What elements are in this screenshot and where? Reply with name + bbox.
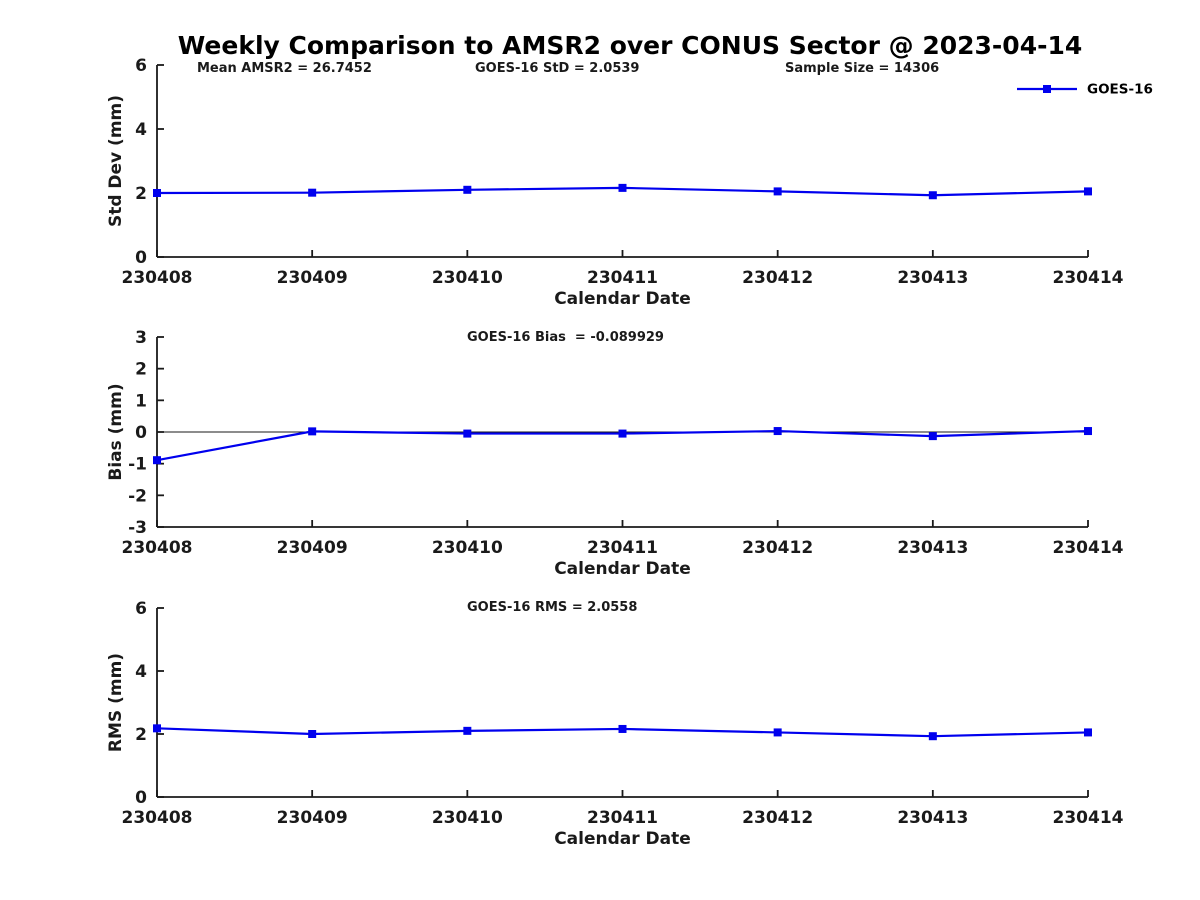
- bias-subplot: -3 -2 -1 0 1 2 3 230408 230409 230410 230411 230412…: [106, 328, 1124, 579]
- y-tick-label: 2: [135, 184, 147, 204]
- figure-title: Weekly Comparison to AMSR2 over CONUS Se…: [177, 31, 1083, 60]
- legend-label: GOES-16: [1087, 82, 1153, 98]
- x-tick-label: 230412: [742, 808, 813, 828]
- x-tick-label: 230410: [432, 268, 503, 288]
- legend: GOES-16: [1017, 82, 1153, 98]
- x-tick-label: 230411: [587, 538, 658, 558]
- y-tick-label: 2: [135, 360, 147, 380]
- data-point-marker: [308, 188, 317, 197]
- y-tick-label: 2: [135, 725, 147, 745]
- annotation: GOES-16 RMS = 2.0558: [467, 600, 637, 615]
- x-tick-label: 230408: [122, 538, 193, 558]
- x-tick-label: 230411: [587, 808, 658, 828]
- annotation: GOES-16 Bias = -0.089929: [467, 330, 664, 345]
- legend-marker-sample: [1043, 85, 1051, 93]
- data-point-marker: [463, 726, 472, 735]
- annotation: Sample Size = 14306: [785, 61, 939, 76]
- y-tick-label: 4: [135, 120, 147, 140]
- x-tick-label: 230410: [432, 808, 503, 828]
- data-point-marker: [1084, 728, 1092, 737]
- y-axis-title: Std Dev (mm): [106, 95, 126, 227]
- annotation: Mean AMSR2 = 26.7452: [197, 61, 372, 76]
- annotation: GOES-16 StD = 2.0539: [475, 61, 639, 76]
- data-point-marker: [1084, 427, 1092, 436]
- x-tick-label: 230413: [897, 268, 968, 288]
- y-tick-label: 0: [135, 423, 147, 443]
- y-tick-label: 0: [135, 248, 147, 268]
- data-point-marker: [928, 432, 937, 441]
- data-point-marker: [153, 456, 161, 465]
- x-tick-label: 230408: [122, 268, 193, 288]
- y-axis-title: Bias (mm): [106, 383, 126, 480]
- y-tick-label: 6: [135, 599, 147, 619]
- x-tick-label: 230413: [897, 808, 968, 828]
- data-point-marker: [308, 730, 317, 738]
- y-tick-label: 3: [135, 328, 147, 348]
- x-axis-title: Calendar Date: [554, 289, 691, 309]
- x-tick-label: 230414: [1053, 268, 1124, 288]
- y-tick-label: -3: [128, 518, 147, 538]
- x-tick-label: 230408: [122, 808, 193, 828]
- data-point-marker: [308, 427, 317, 436]
- x-tick-label: 230414: [1053, 808, 1124, 828]
- y-tick-label: 1: [135, 391, 147, 411]
- y-tick-label: 4: [135, 662, 147, 682]
- x-tick-label: 230411: [587, 268, 658, 288]
- x-tick-label: 230409: [277, 538, 348, 558]
- data-point-marker: [463, 185, 472, 194]
- data-point-marker: [463, 429, 472, 438]
- data-point-marker: [773, 427, 782, 436]
- std-dev-subplot: 0 2 4 6 230408 230409 230410 230411 230412 230413…: [106, 56, 1153, 309]
- x-tick-label: 230414: [1053, 538, 1124, 558]
- x-axis-title: Calendar Date: [554, 559, 691, 579]
- x-tick-label: 230412: [742, 538, 813, 558]
- data-point-marker: [773, 728, 782, 737]
- x-tick-label: 230409: [277, 808, 348, 828]
- data-point-marker: [1084, 187, 1092, 196]
- y-tick-label: -2: [128, 486, 147, 506]
- x-tick-label: 230409: [277, 268, 348, 288]
- data-point-marker: [153, 724, 161, 733]
- data-point-marker: [773, 187, 782, 196]
- data-point-marker: [618, 183, 627, 192]
- data-point-marker: [618, 724, 627, 733]
- y-axis-title: RMS (mm): [106, 653, 126, 752]
- data-point-marker: [928, 732, 937, 741]
- x-tick-label: 230412: [742, 268, 813, 288]
- x-tick-label: 230410: [432, 538, 503, 558]
- data-point-marker: [928, 191, 937, 200]
- y-tick-label: 0: [135, 788, 147, 808]
- rms-subplot: 0 2 4 6 230408 230409 230410 230411 230412 230413…: [106, 599, 1124, 849]
- x-axis-title: Calendar Date: [554, 829, 691, 849]
- data-point-marker: [153, 189, 161, 197]
- y-tick-label: 6: [135, 56, 147, 76]
- x-tick-label: 230413: [897, 538, 968, 558]
- data-point-marker: [618, 429, 627, 438]
- y-tick-label: -1: [128, 455, 147, 475]
